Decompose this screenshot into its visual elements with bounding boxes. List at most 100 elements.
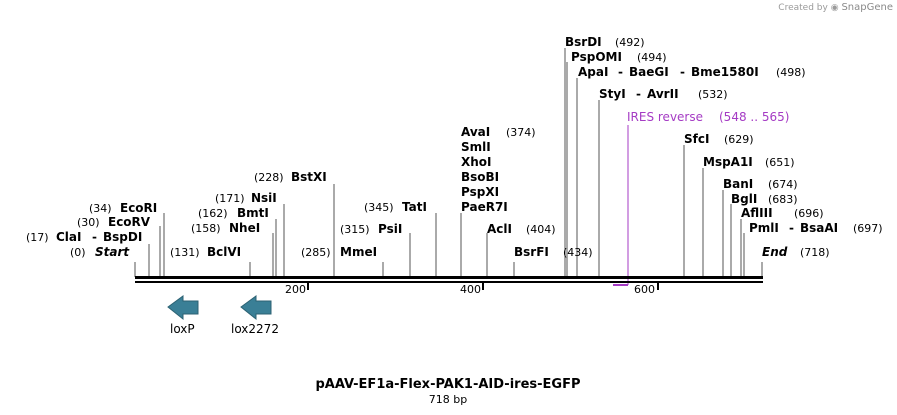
enzyme-label-bclvi[interactable]: (131) BclVI [170,245,241,259]
site-pos: (34) [89,202,112,215]
enzyme-label-apai[interactable]: ApaI - BaeGI - Bme1580I (498) [578,65,806,79]
site-name: AflIII [741,206,773,220]
credit-prefix: Created by [778,3,828,13]
plasmid-title: pAAV-EF1a-Flex-PAK1-AID-ires-EGFP [316,377,581,392]
site-name: SfcI [684,132,709,146]
site-name: EcoRV [108,215,151,229]
site-name: BsrDI [565,35,602,49]
enzyme-label-pspomi[interactable]: PspOMI (494) [571,50,667,64]
site-separator: - [636,87,641,101]
site-pos: (498) [776,66,806,79]
site-name: ApaI [578,65,608,79]
feature-lox2272[interactable]: lox2272 [231,295,279,336]
site-name: MmeI [340,245,377,259]
enzyme-label-clai[interactable]: (17) ClaI - BspDI [26,230,142,244]
site-name: AvaI [461,125,490,139]
sequence-backbone: 200 400 600 [135,276,763,296]
site-name: BspDI [103,230,142,244]
ires-range: (548 .. 565) [719,110,789,124]
site-name: ClaI [56,230,81,244]
enzyme-label-sfci[interactable]: SfcI (629) [684,132,754,146]
site-name: End [762,245,788,259]
enzyme-label-nhei[interactable]: (158) NheI [191,221,260,235]
site-name: BanI [723,177,753,191]
enzyme-label-ecorv[interactable]: (30) EcoRV [77,215,151,229]
site-name: PsiI [378,222,402,236]
enzyme-label-afliii[interactable]: AflIII (696) [741,206,824,220]
ires-feature[interactable]: IRES reverse (548 .. 565) [613,110,789,286]
site-pos: (434) [563,246,593,259]
site-pos: (404) [526,223,556,236]
site-name: BsaAI [800,221,838,235]
site-pos: (17) [26,231,49,244]
site-pos: (629) [724,133,754,146]
site-name: Start [95,245,130,259]
enzyme-label-ecori[interactable]: (34) EcoRI [89,201,157,215]
site-name: BstXI [291,170,327,184]
site-separator: - [680,65,685,79]
site-pos: (651) [765,156,795,169]
enzyme-label-acli[interactable]: AclI (404) [487,222,556,236]
site-name: PspXI [461,185,499,199]
site-name: AvrII [647,87,679,101]
site-name: EcoRI [120,201,157,215]
site-name: TatI [402,200,427,214]
site-name: BglI [731,192,757,206]
enzyme-label-bstxi[interactable]: (228) BstXI [254,170,327,184]
site-pos: (30) [77,216,100,229]
site-name: AclI [487,222,512,236]
site-pos: (492) [615,36,645,49]
feature-loxp[interactable]: loxP [167,295,199,336]
tick-label-200: 200 [285,283,306,296]
site-name: BsrFI [514,245,549,259]
enzyme-label-tati[interactable]: (345) TatI [364,200,427,214]
site-pos: (718) [800,246,830,259]
enzyme-label-mspa1i[interactable]: MspA1I (651) [703,155,795,169]
site-pos: (158) [191,222,221,235]
site-pos: (494) [637,51,667,64]
site-lines [134,48,763,277]
enzyme-label-psii[interactable]: (315) PsiI [340,222,402,236]
site-name: StyI [599,87,626,101]
site-separator: - [618,65,623,79]
site-name: PaeR7I [461,200,508,214]
enzyme-label-start[interactable]: (0) Start [70,245,130,259]
site-separator: - [92,230,97,244]
site-name: PmlI [749,221,779,235]
site-pos: (228) [254,171,284,184]
site-name: Bme1580I [691,65,759,79]
feature-label: loxP [170,322,195,336]
snapgene-logo-icon: ◉ [830,3,839,13]
enzyme-label-pmli[interactable]: PmlI - BsaAI (697) [749,221,883,235]
site-pos: (171) [215,192,245,205]
enzyme-label-bmti[interactable]: (162) BmtI [198,206,269,220]
enzyme-label-avai-group[interactable]: AvaI (374) SmlI XhoI BsoBI PspXI PaeR7I [461,125,536,214]
lox2272-arrow-icon [240,295,272,321]
enzyme-label-nsii[interactable]: (171) NsiI [215,191,277,205]
site-name: MspA1I [703,155,753,169]
site-pos: (674) [768,178,798,191]
site-pos: (285) [301,246,331,259]
site-pos: (162) [198,207,228,220]
enzyme-label-bsrfi[interactable]: BsrFI (434) [514,245,593,259]
site-name: BsoBI [461,170,499,184]
credit-brand: SnapGene [841,2,893,13]
enzyme-label-bsrdi[interactable]: BsrDI (492) [565,35,645,49]
enzyme-label-bani[interactable]: BanI (674) [723,177,798,191]
site-name: NsiI [251,191,277,205]
enzyme-label-end[interactable]: End (718) [762,245,830,259]
site-name: BclVI [207,245,241,259]
snapgene-credit: Created by ◉ SnapGene [778,2,893,13]
enzyme-label-mmei[interactable]: (285) MmeI [301,245,377,259]
site-name: BaeGI [629,65,669,79]
feature-label: lox2272 [231,322,279,336]
backbone-bottom-strand [135,281,763,283]
enzyme-label-styi[interactable]: StyI - AvrII (532) [599,87,728,101]
site-name: NheI [229,221,260,235]
site-pos: (131) [170,246,200,259]
site-pos: (315) [340,223,370,236]
loxp-arrow-icon [167,295,199,321]
enzyme-label-bgli[interactable]: BglI (683) [731,192,798,206]
backbone-top-strand [135,276,763,279]
